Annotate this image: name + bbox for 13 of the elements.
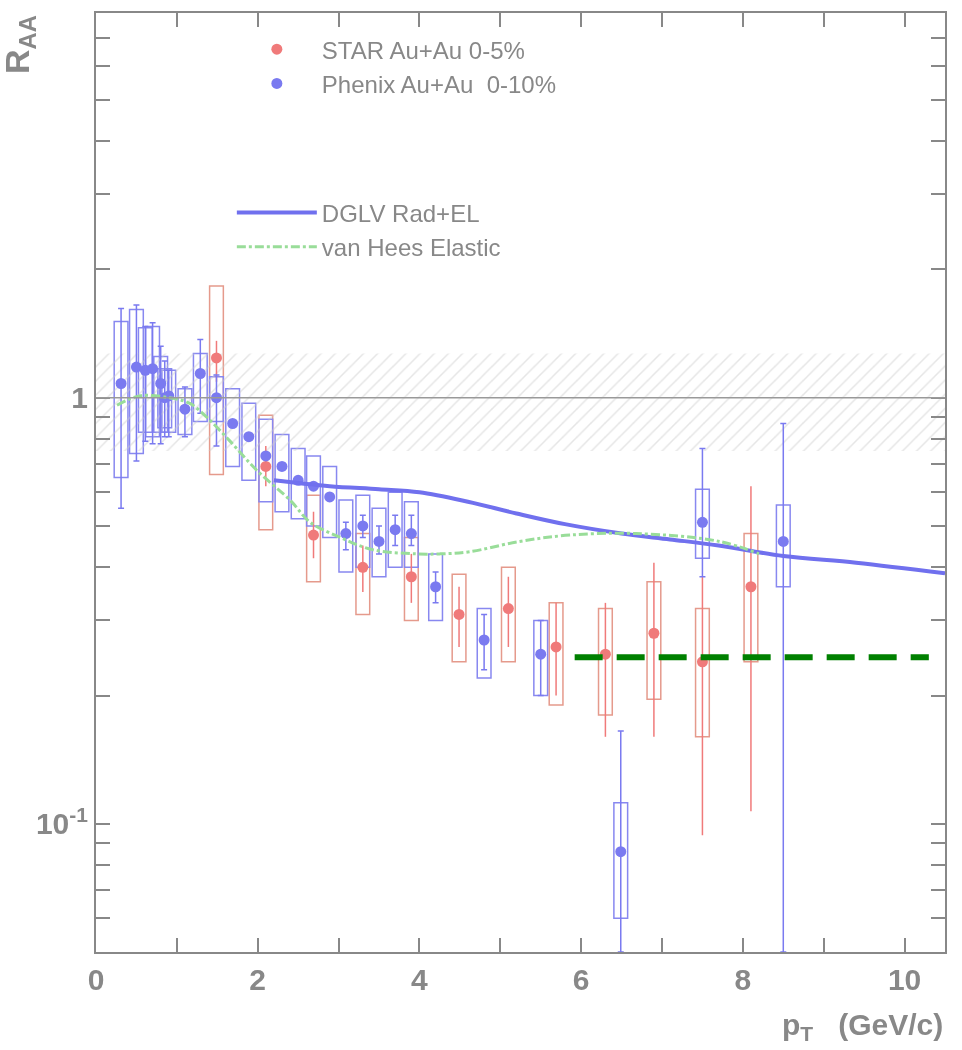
x-tick-label: 2 (249, 963, 267, 996)
x-tick-label: 0 (87, 963, 105, 996)
y-tick-label: 10$^{-1}$ (35, 802, 89, 841)
legend-label: Phenix Au+Au 0-10% (321, 70, 557, 98)
x-tick-label: 10 (887, 963, 922, 996)
legend-label: DGLV Rad+EL (321, 199, 480, 227)
x-tick-label: 4 (411, 963, 429, 996)
x-tick-label: 6 (572, 963, 590, 996)
legend-label: STAR Au+Au 0-5% (321, 36, 525, 64)
x-tick-label: 8 (734, 963, 752, 996)
legend-label: van Hees Elastic (321, 234, 501, 262)
x-axis-title: p$_{T}$ (GeV/c) (782, 1008, 944, 1046)
y-tick-label: 1 (71, 381, 88, 415)
